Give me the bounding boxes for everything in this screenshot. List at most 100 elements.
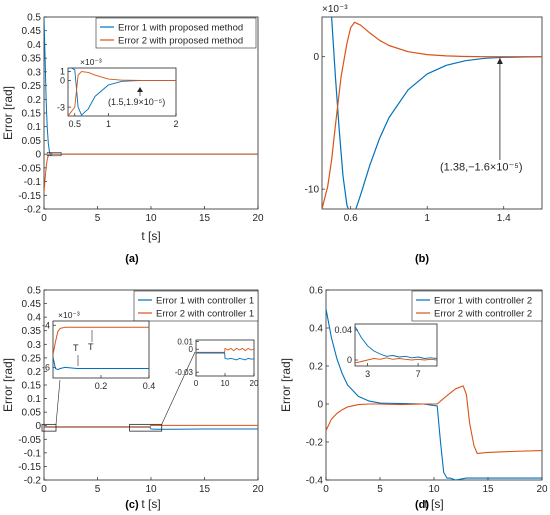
a-y-tick-label: 0 xyxy=(35,150,41,161)
a-y-tick-label: 0.15 xyxy=(22,109,42,120)
d-y-tick-label: -0.4 xyxy=(306,476,324,487)
d-axes-box xyxy=(325,289,543,481)
panel-a: 0 5 10 15 20-0.2-0.15-0.1-0.0500.050.10.150.… xyxy=(1,13,264,244)
d-y-tick-label: 0.2 xyxy=(309,362,323,373)
a-y-tick-label: 0.25 xyxy=(22,81,42,92)
b-series-line xyxy=(331,17,542,209)
c-y-tick-label: 0.1 xyxy=(27,394,41,405)
c-y-tick-label: 0.3 xyxy=(27,340,41,351)
a-y-tick-label: 0.45 xyxy=(22,26,42,37)
c-y-tick-label: 0.25 xyxy=(22,353,42,364)
c-inset-right-y-tick-label: 0.01 xyxy=(177,337,193,346)
legend-entry: Error 2 with proposed method xyxy=(118,36,243,47)
legend-entry: Error 2 with controller 1 xyxy=(156,309,254,320)
panel-label: (c) xyxy=(125,499,139,511)
x-axis-label: t [s] xyxy=(141,229,160,243)
a-inset-x-tick-label: 1 xyxy=(106,119,111,129)
c-inset-left-y-tick-label: -6 xyxy=(42,363,50,373)
a-inset-series-line xyxy=(68,71,176,116)
legend-box xyxy=(133,290,259,322)
d-series-line xyxy=(326,385,542,454)
c-zoom-link xyxy=(55,379,61,425)
c-y-tick-label: 0.4 xyxy=(27,313,41,324)
x-axis-label: t [s] xyxy=(424,497,443,511)
c-y-tick-label: 0.15 xyxy=(22,381,42,392)
a-series-line xyxy=(44,152,258,193)
a-annotation-arrowhead xyxy=(137,87,143,92)
b-axes-box xyxy=(321,16,543,210)
a-inset-x-tick-label: 0.5 xyxy=(68,119,81,129)
legend-box xyxy=(411,290,543,322)
b-x-tick-label: 1 xyxy=(424,213,430,224)
c-inset-left-marker-t1: T xyxy=(73,343,79,353)
a-y-tick-label: 0.4 xyxy=(27,40,41,51)
c-inset-right-x-tick-label: 20 xyxy=(250,379,259,388)
a-inset-x-tick-label: 2 xyxy=(173,119,178,129)
d-inset-series-line xyxy=(355,357,437,364)
d-inset-y-tick-label: 0 xyxy=(347,355,352,365)
y-axis-label: Error [rad] xyxy=(1,86,15,140)
c-inset-right-y-tick-label: 0 xyxy=(189,345,194,354)
d-y-tick-label: 0.4 xyxy=(309,324,323,335)
a-x-tick-label: 10 xyxy=(145,213,157,224)
d-y-tick-label: 0.6 xyxy=(309,286,323,297)
a-y-tick-label: -0.15 xyxy=(18,191,41,202)
c-inset-right-y-tick-label: -0.03 xyxy=(175,368,194,377)
c-y-tick-label: 0.2 xyxy=(27,367,41,378)
c-y-tick-label: -0.05 xyxy=(18,435,41,446)
panel-label: (d) xyxy=(415,499,429,511)
legend-box xyxy=(95,17,257,49)
panel-label: (a) xyxy=(125,253,139,265)
panel-label: (b) xyxy=(415,253,429,265)
legend-entry: Error 1 with controller 2 xyxy=(434,296,532,307)
y-axis-label: Error [rad] xyxy=(1,358,15,412)
panel-d: 0 5 10 15 20 -0.4 -0.2 0 0.2 0.4 0.6 Error 1 with c… xyxy=(279,286,548,512)
c-y-tick-label: -0.2 xyxy=(24,476,42,487)
panel-b: 0.6 1 1.4 0 -10 ×10⁻³ (1.38,−1.6×10⁻⁵) xyxy=(305,4,543,224)
c-y-tick-label: -0.1 xyxy=(24,448,42,459)
d-y-tick-label: 0 xyxy=(317,400,323,411)
b-exponent: ×10⁻³ xyxy=(322,4,348,15)
b-x-tick-label: 0.6 xyxy=(344,213,358,224)
b-x-tick-label: 1.4 xyxy=(497,213,511,224)
d-inset-y-tick-label: 0.04 xyxy=(334,325,352,335)
c-inset-left-x-tick-label: 0.2 xyxy=(95,381,108,391)
c-x-tick-label: 10 xyxy=(145,484,157,495)
a-x-tick-label: 5 xyxy=(95,213,101,224)
legend-entry: Error 2 with controller 2 xyxy=(434,309,532,320)
c-inset-right-x-tick-label: 0 xyxy=(194,379,199,388)
c-x-tick-label: 5 xyxy=(95,484,101,495)
y-axis-label: Error [rad] xyxy=(279,358,293,412)
legend-entry: Error 1 with proposed method xyxy=(118,23,243,34)
c-inset-left-y-tick-label: -4 xyxy=(42,320,50,330)
c-inset-right-series-line xyxy=(196,352,254,361)
a-y-tick-label: -0.2 xyxy=(24,205,42,216)
d-x-tick-label: 10 xyxy=(428,484,440,495)
a-zoom-region xyxy=(46,152,62,157)
a-y-tick-label: -0.1 xyxy=(24,177,42,188)
a-y-tick-label: 0.5 xyxy=(27,13,41,24)
d-inset-x-tick-label: 3 xyxy=(365,369,370,379)
c-inset-right-series-line xyxy=(196,347,254,353)
a-y-tick-label: 0.2 xyxy=(27,95,41,106)
d-y-tick-label: -0.2 xyxy=(306,438,324,449)
c-inset-left-exponent: ×10⁻³ xyxy=(58,310,80,320)
a-inset-y-tick-label: 0 xyxy=(60,76,65,86)
b-annotation-arrowhead xyxy=(496,58,503,65)
b-y-tick-label: 0 xyxy=(313,52,319,63)
c-inset-left-series-line xyxy=(53,356,149,371)
c-zoom-region-left xyxy=(41,423,57,432)
c-inset-left-x-tick-label: 0.4 xyxy=(143,381,156,391)
d-inset-series-line xyxy=(355,326,437,359)
d-inset-x-tick-label: 7 xyxy=(416,369,421,379)
legend-entry: Error 1 with controller 1 xyxy=(156,296,254,307)
c-y-tick-label: -0.15 xyxy=(18,462,41,473)
a-y-tick-label: 0.35 xyxy=(22,54,42,65)
c-x-tick-label: 20 xyxy=(252,484,264,495)
c-inset-left-series-line xyxy=(53,326,149,355)
d-x-tick-label: 20 xyxy=(536,484,548,495)
c-x-tick-label: 15 xyxy=(199,484,211,495)
a-y-tick-label: 0.1 xyxy=(27,122,41,133)
a-x-tick-label: 0 xyxy=(41,213,47,224)
c-zoom-link xyxy=(161,351,196,425)
